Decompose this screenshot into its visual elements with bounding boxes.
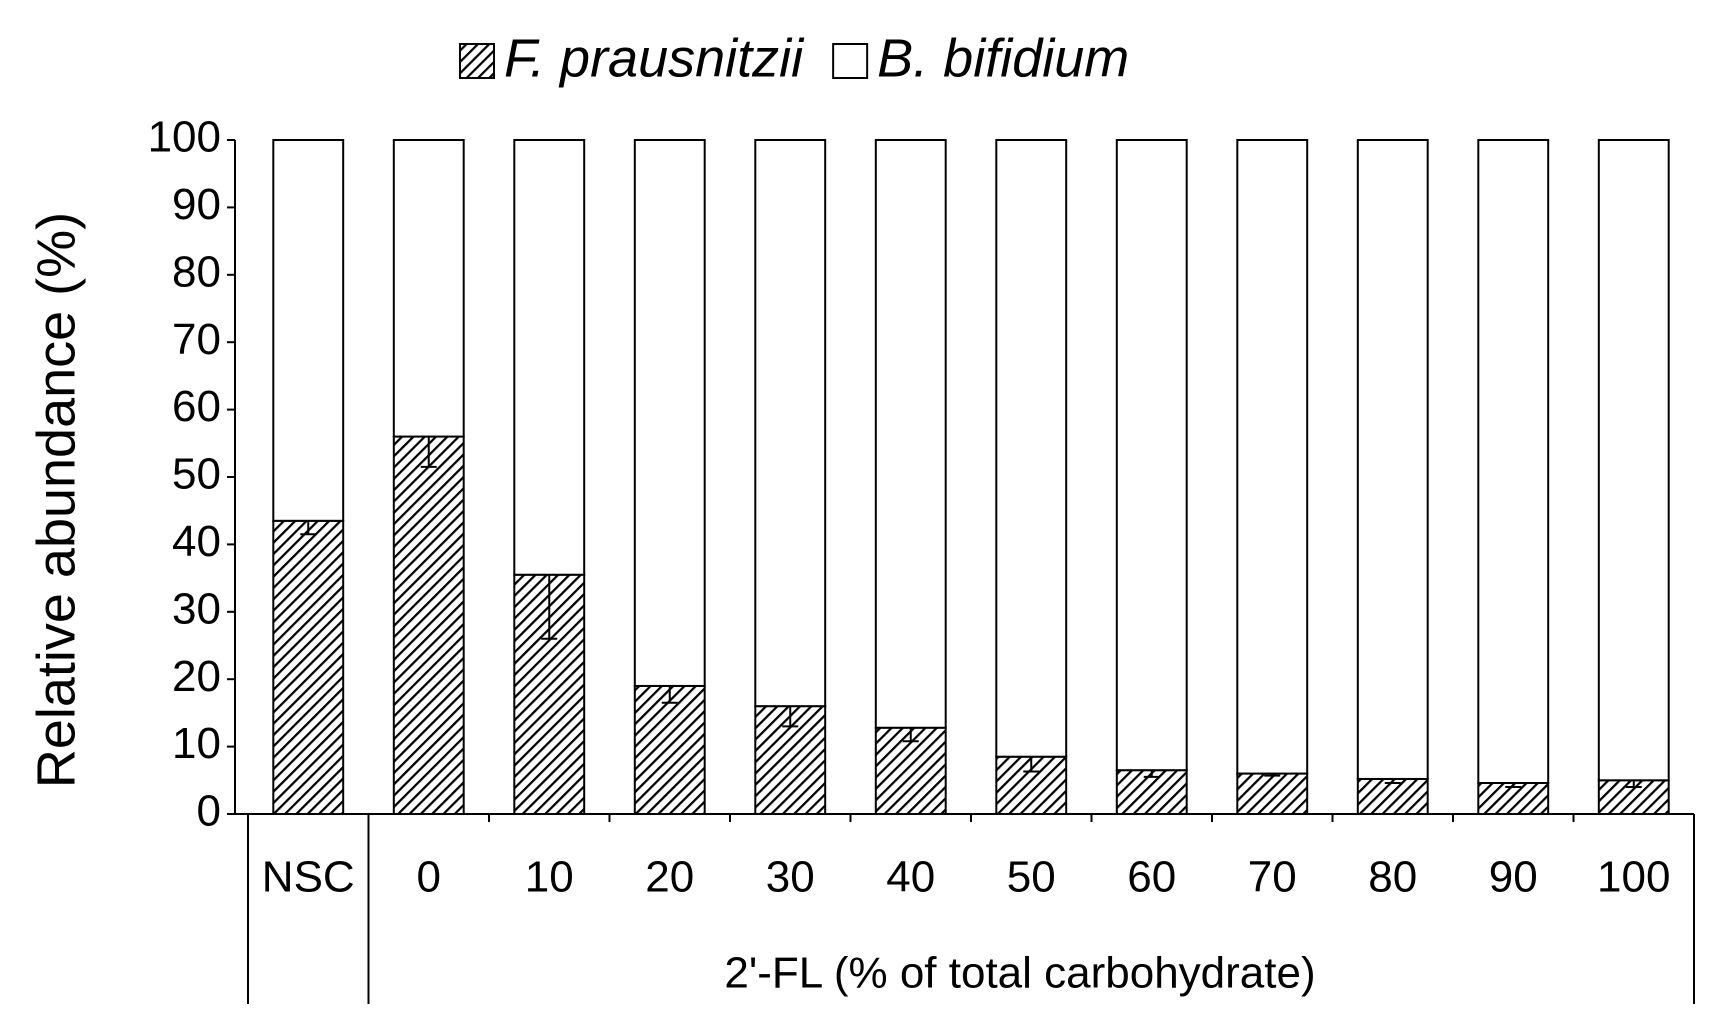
bar-segment [1477,139,1550,784]
y-tick-label: 100 [148,113,221,162]
y-tick-label: 90 [172,180,221,229]
bar-segment [1115,139,1188,772]
legend-swatch [832,43,869,79]
y-axis-title: Relative abundance (%) [26,212,86,788]
x-tick-label: 10 [525,853,574,902]
bar-segment [1597,139,1670,782]
y-tick-label: 50 [172,450,221,499]
bar-segment [633,684,706,815]
x-tick-label: 80 [1368,853,1417,902]
bar-segment [1236,772,1309,815]
y-tick-label: 70 [172,315,221,364]
bar-segment [874,139,947,729]
x-axis-title: 2'-FL (% of total carbohydrate) [724,949,1315,998]
bar-segment [995,755,1068,816]
y-tick-label: 60 [172,382,221,431]
x-tick-label: 0 [417,853,441,902]
bar-segment [513,139,586,576]
x-tick-label: 100 [1597,853,1670,902]
x-tick-label: 20 [645,853,694,902]
y-tick-label: 0 [197,787,221,836]
bar-segment [1236,139,1309,775]
bar-segment [272,519,345,815]
y-tick-label: 80 [172,247,221,296]
x-tick-label: 50 [1007,853,1056,902]
bar-segment [754,139,827,708]
bar-segment [1356,777,1429,816]
x-tick-label: 70 [1248,853,1297,902]
x-tick-label: NSC [262,853,355,902]
x-tick-label: 60 [1127,853,1176,902]
x-tick-label: 30 [766,853,815,902]
x-tick-label: 40 [886,853,935,902]
legend-label: B. bifidium [877,28,1129,88]
legend-label: F. prausnitzii [504,28,805,88]
bar-segment [272,139,345,522]
bar-segment [1356,139,1429,780]
bar-segment [633,139,706,687]
y-tick-label: 40 [172,517,221,566]
y-tick-label: 10 [172,719,221,768]
legend-swatch [459,43,495,79]
y-tick-label: 30 [172,584,221,633]
y-tick-label: 20 [172,652,221,701]
bar-segment [995,139,1068,758]
x-tick-label: 90 [1489,853,1538,902]
bar-segment [392,435,465,815]
bar-segment [392,139,465,438]
